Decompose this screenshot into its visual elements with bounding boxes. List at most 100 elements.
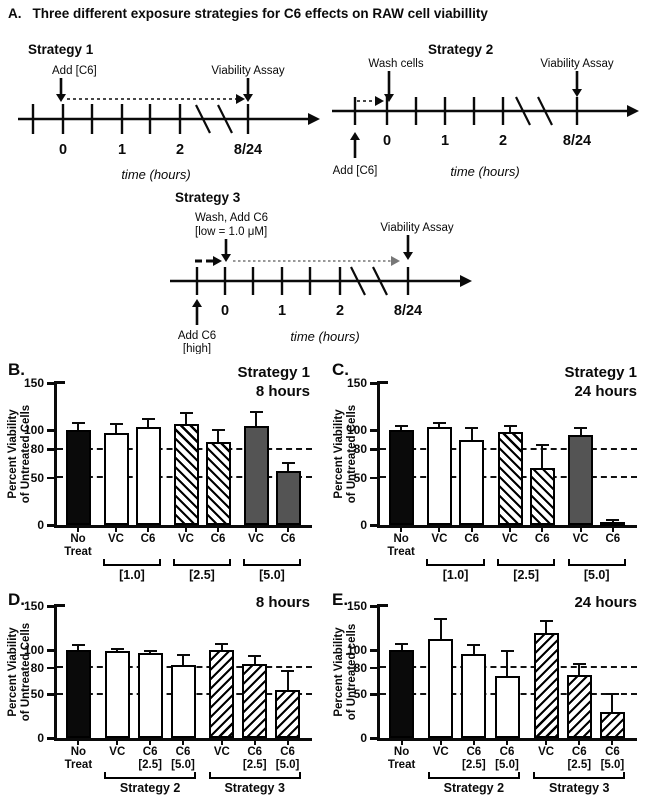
x-tick-label: No Treat — [376, 746, 428, 772]
tick-2: 2 — [336, 303, 344, 319]
y-tick-label: 100 — [23, 643, 44, 657]
chart-title: Strategy 1 24 hours — [564, 363, 637, 401]
axis-break-icon — [515, 96, 553, 126]
axis — [332, 97, 627, 125]
add-c6-label: Add [C6] — [333, 165, 378, 177]
x-tick-label: C6 [5.0] — [481, 746, 533, 772]
x-tick — [253, 741, 256, 745]
bar — [137, 652, 163, 738]
y-axis-cap — [380, 604, 388, 607]
x-tick — [116, 741, 119, 745]
x-tick-label: C6 [5.0] — [586, 746, 638, 772]
x-tick — [255, 528, 257, 532]
exposure-dotted-arrow-icon — [67, 94, 245, 104]
group-bracket-label: Strategy 3 — [549, 781, 610, 795]
x-tick-label: VC — [91, 746, 143, 759]
x-tick-label-line: C6 — [280, 533, 296, 545]
viability-assay-arrow-icon — [403, 235, 413, 260]
group-bracket — [533, 772, 626, 779]
x-tick-label: C6 — [262, 533, 314, 546]
x-tick-label-line: VC — [572, 533, 589, 545]
bar — [461, 654, 487, 738]
chart-panel-d: D. 8 hours Percent Viability of Untreated C… — [0, 588, 322, 795]
y-tick — [47, 524, 54, 527]
x-tick — [115, 528, 117, 532]
y-tick — [370, 448, 377, 451]
dashed-gridline — [380, 666, 637, 669]
add-c6-high-arrow-icon — [192, 299, 202, 325]
x-tick-label-line: Treat — [64, 546, 92, 558]
tick-0: 0 — [59, 142, 67, 158]
bar — [170, 664, 196, 738]
error-bar-stem — [253, 655, 256, 665]
error-bar-cap — [395, 642, 409, 645]
error-bar-cap — [143, 650, 157, 652]
bar — [600, 522, 626, 526]
strategy1-block: Strategy 1 Add [C6] Viability — [16, 42, 328, 192]
y-axis — [377, 381, 380, 528]
error-bar-cap — [432, 421, 446, 424]
add-c6-arrow-icon — [56, 78, 66, 102]
x-tick-label: C6 — [587, 533, 639, 546]
error-bar-stem — [509, 424, 511, 433]
group-bracket — [427, 772, 520, 779]
x-tick — [579, 528, 582, 532]
group-bracket — [104, 772, 196, 779]
tick-0: 0 — [221, 303, 229, 319]
x-tick-label-line: No — [70, 746, 87, 758]
error-bar-cap — [539, 620, 553, 623]
x-tick — [182, 741, 184, 745]
tick-2: 2 — [176, 142, 184, 158]
x-tick-label: No Treat — [52, 746, 104, 772]
error-bar-stem — [578, 663, 581, 675]
error-bar-cap — [110, 648, 124, 651]
x-tick-label-line: C6 — [140, 533, 156, 545]
error-bar-cap — [503, 424, 517, 427]
viability-assay-label: Viability Assay — [211, 65, 285, 77]
group-bracket-label: [1.0] — [119, 568, 145, 582]
x-tick-label-line: VC — [109, 746, 126, 758]
bar — [568, 435, 594, 525]
y-axis — [54, 604, 57, 741]
group-bracket — [173, 559, 231, 566]
error-bar-stem — [579, 427, 582, 436]
error-bar-cap — [71, 643, 85, 646]
x-tick — [506, 741, 508, 745]
bar — [497, 432, 523, 525]
wash-cells-label: Wash cells — [368, 58, 423, 70]
y-axis — [377, 604, 380, 741]
chart-title-line: Strategy 1 — [237, 364, 310, 381]
y-tick — [370, 693, 377, 696]
x-tick-label-line: C6 — [280, 746, 295, 758]
y-tick-label: 50 — [30, 687, 44, 701]
x-tick-label: No Treat — [52, 533, 104, 559]
chart-title-line: 24 hours — [574, 383, 637, 400]
x-tick — [77, 741, 80, 745]
y-tick-label: 0 — [360, 518, 367, 532]
group-bracket — [208, 772, 301, 779]
chart-title-line: 24 hours — [574, 594, 637, 611]
error-bar-stem — [147, 418, 149, 427]
group-bracket-label: Strategy 2 — [119, 781, 181, 795]
y-tick-label: 150 — [23, 376, 44, 390]
panel-letter: D. — [8, 590, 25, 609]
wash-add-c6-label-line1: Wash, Add C6 — [195, 212, 268, 224]
chart-panel-e: E. 24 hours Percent Viability of Untreated … — [326, 588, 651, 795]
y-tick-label: 0 — [37, 518, 44, 532]
x-tick-label-line: Treat — [387, 546, 415, 558]
error-bar-stem — [400, 424, 403, 431]
error-bar-cap — [179, 412, 193, 415]
y-axis — [54, 381, 57, 528]
x-tick-label-line: [2.5] — [462, 759, 486, 771]
group-bracket-label: [2.5] — [513, 568, 539, 582]
bar — [205, 441, 231, 525]
strategy3-timeline: Wash, Add C6 [low = 1.0 μM] Viability As… — [170, 212, 472, 355]
x-tick — [220, 741, 223, 745]
panel-a-title: Three different exposure strategies for … — [32, 6, 488, 21]
bar — [599, 712, 625, 738]
x-tick-label: VC — [415, 746, 467, 759]
wash-add-c6-arrow-icon — [221, 239, 231, 262]
y-axis-cap — [57, 381, 65, 384]
x-tick-label-line: Treat — [64, 759, 93, 771]
error-bar-cap — [176, 654, 190, 657]
